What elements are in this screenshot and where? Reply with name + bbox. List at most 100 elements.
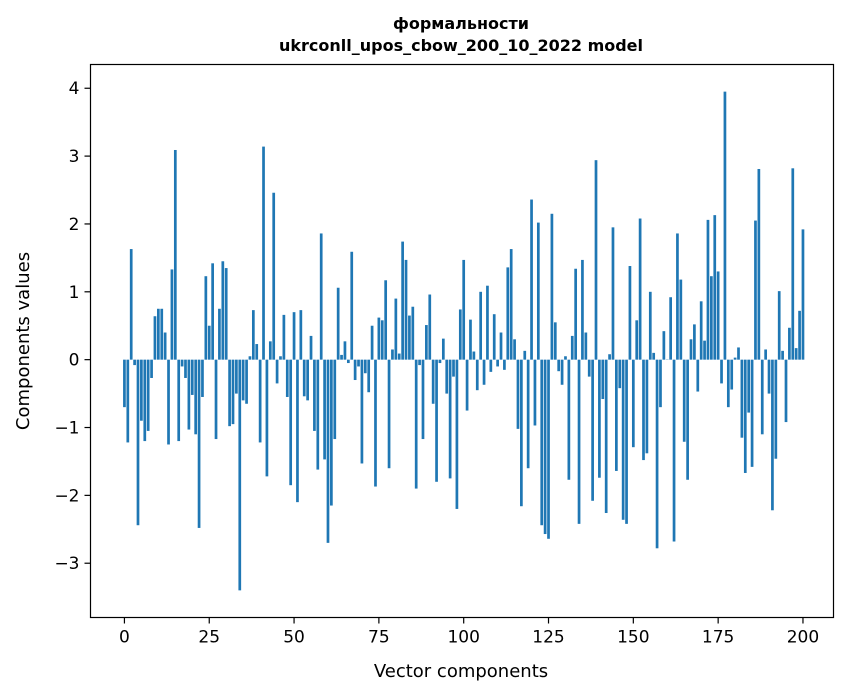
bar-40 — [258, 359, 262, 443]
bar-26 — [211, 263, 214, 360]
bar-51 — [296, 359, 299, 503]
plot-frame — [89, 63, 835, 619]
bar-199 — [798, 310, 801, 360]
bar-128 — [557, 359, 561, 372]
bar-193 — [777, 291, 781, 360]
x-tick-label: 100 — [447, 628, 479, 648]
bar-2 — [129, 249, 133, 360]
bar-24 — [204, 276, 208, 360]
bar-77 — [384, 280, 388, 360]
bar-74 — [374, 359, 377, 487]
y-tick-label: 1 — [69, 283, 80, 303]
bar-137 — [587, 359, 591, 377]
bar-95 — [445, 359, 449, 394]
y-tick-label: 2 — [69, 215, 80, 235]
bar-43 — [268, 341, 272, 360]
bar-143 — [608, 354, 611, 360]
bar-50 — [292, 312, 296, 360]
bar-16 — [177, 359, 181, 442]
bar-149 — [628, 266, 632, 360]
bar-12 — [163, 332, 167, 360]
y-tick-label: −3 — [54, 554, 79, 574]
bar-108 — [489, 359, 493, 372]
bar-64 — [340, 354, 343, 360]
bar-158 — [659, 359, 662, 408]
bar-4 — [136, 359, 140, 526]
bar-165 — [682, 359, 686, 442]
bar-76 — [380, 320, 384, 360]
bar-148 — [625, 359, 628, 524]
bar-63 — [336, 287, 340, 360]
bar-195 — [784, 359, 788, 423]
bar-45 — [275, 359, 279, 384]
bar-28 — [218, 308, 221, 360]
bar-163 — [676, 233, 679, 360]
x-tick-label: 125 — [532, 628, 564, 648]
bar-6 — [143, 359, 147, 442]
bar-98 — [455, 359, 459, 509]
bar-11 — [160, 308, 164, 360]
bar-147 — [621, 359, 625, 520]
x-tick-label: 75 — [368, 628, 390, 648]
bar-152 — [638, 218, 642, 360]
bar-171 — [703, 340, 706, 360]
bar-96 — [448, 359, 452, 479]
bar-177 — [723, 91, 727, 360]
bar-89 — [425, 325, 428, 360]
bar-7 — [146, 359, 150, 431]
bar-136 — [584, 332, 588, 360]
bar-42 — [265, 359, 269, 477]
bar-173 — [710, 276, 713, 360]
bar-145 — [615, 359, 618, 471]
chart-subtitle: ukrconll_upos_cbow_200_10_2022 model — [279, 36, 643, 55]
bar-1 — [126, 359, 130, 443]
bar-188 — [760, 359, 764, 435]
bar-130 — [564, 356, 567, 360]
bar-70 — [360, 359, 364, 464]
bar-129 — [560, 359, 564, 385]
bar-71 — [363, 359, 367, 374]
bar-14 — [170, 269, 174, 360]
bar-133 — [574, 268, 578, 360]
bar-65 — [343, 341, 347, 360]
bar-161 — [669, 297, 672, 360]
bar-131 — [567, 359, 571, 480]
bar-132 — [570, 335, 574, 360]
bar-8 — [150, 359, 153, 378]
bar-93 — [438, 359, 442, 364]
bar-146 — [618, 359, 622, 389]
bar-41 — [262, 146, 265, 360]
bar-181 — [737, 347, 740, 360]
bar-159 — [662, 331, 666, 360]
bar-85 — [411, 306, 415, 360]
bar-164 — [679, 279, 683, 360]
bar-48 — [285, 359, 289, 397]
bar-174 — [713, 215, 717, 360]
bar-81 — [397, 353, 401, 360]
bar-78 — [387, 359, 391, 469]
y-tick-label: 3 — [69, 147, 80, 167]
bar-102 — [469, 319, 472, 360]
bar-39 — [255, 344, 259, 360]
bar-84 — [408, 315, 411, 360]
bar-15 — [173, 149, 177, 360]
bar-198 — [794, 348, 798, 360]
bar-156 — [652, 352, 656, 360]
bar-168 — [693, 324, 696, 360]
bar-183 — [743, 359, 747, 473]
bar-57 — [316, 359, 320, 470]
bar-67 — [350, 251, 354, 360]
bar-34 — [238, 359, 242, 591]
x-tick-label: 25 — [198, 628, 220, 648]
bar-175 — [716, 271, 720, 360]
bar-56 — [313, 359, 316, 431]
bar-82 — [401, 241, 404, 360]
bar-144 — [611, 227, 615, 360]
bar-52 — [299, 310, 303, 360]
bar-31 — [228, 359, 231, 427]
bar-154 — [645, 359, 649, 454]
bar-153 — [642, 359, 645, 461]
bar-88 — [421, 359, 425, 440]
